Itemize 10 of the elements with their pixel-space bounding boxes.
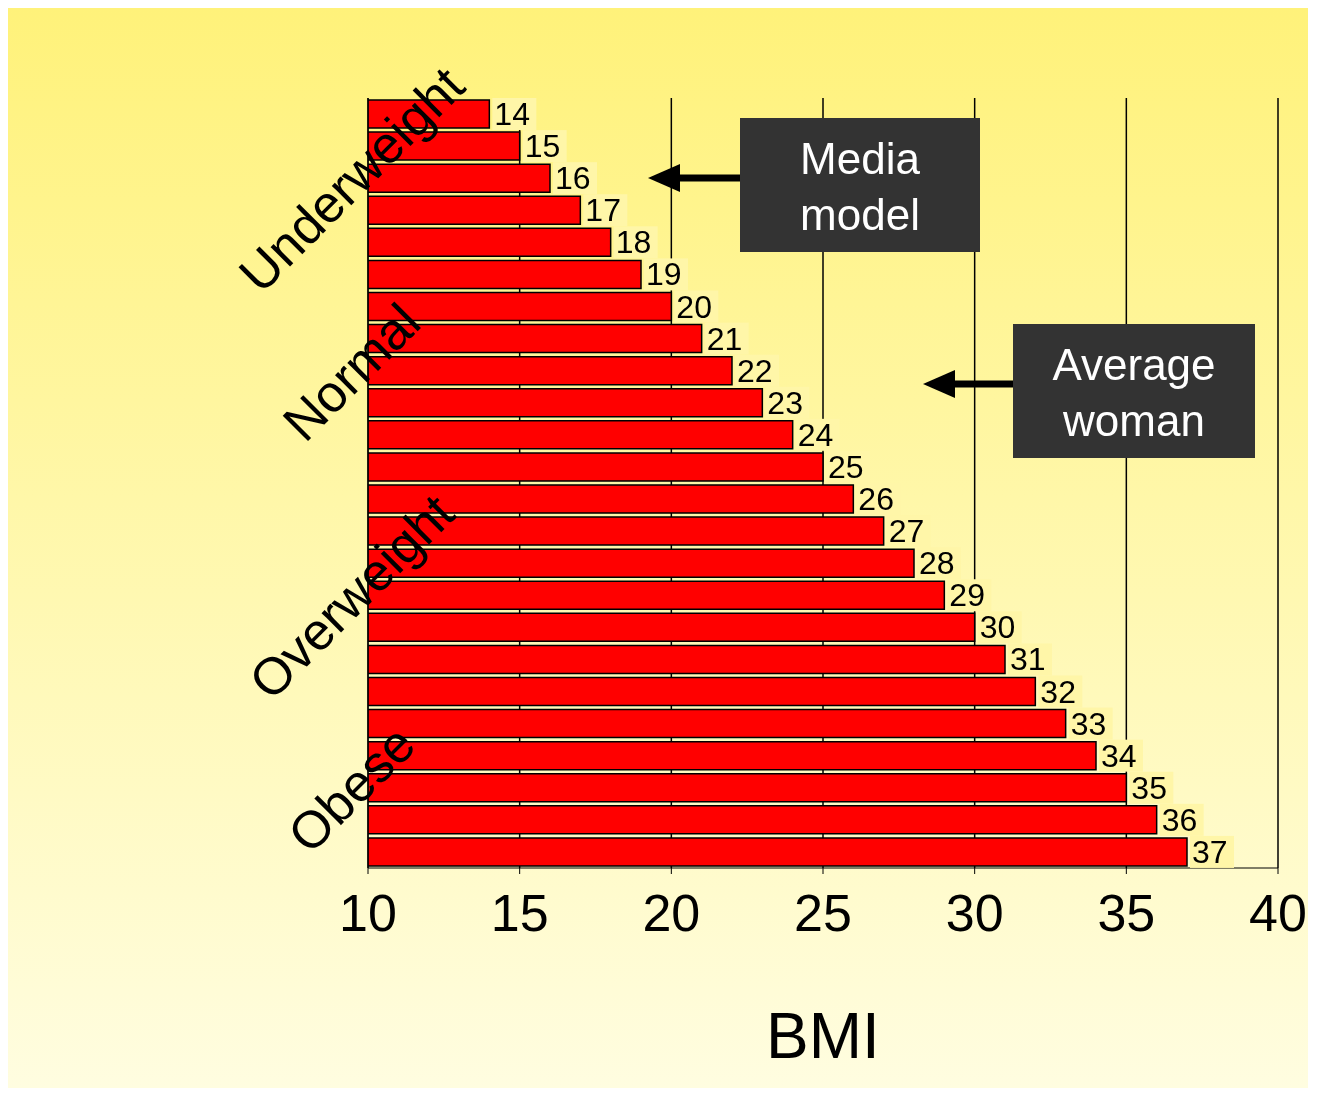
annotation: Media model: [800, 134, 921, 239]
x-tick-label: 20: [642, 883, 701, 942]
x-tick-label: 15: [490, 883, 549, 942]
x-tick-label: 40: [1249, 883, 1307, 942]
x-tick-label: 10: [339, 883, 397, 942]
annotation: Average woman: [1052, 340, 1216, 445]
x-tick-label: 35: [1097, 883, 1156, 942]
x-axis-title: BMI: [766, 1000, 880, 1072]
x-tick-label: 30: [945, 883, 1004, 942]
x-tick-label: 25: [794, 883, 852, 942]
